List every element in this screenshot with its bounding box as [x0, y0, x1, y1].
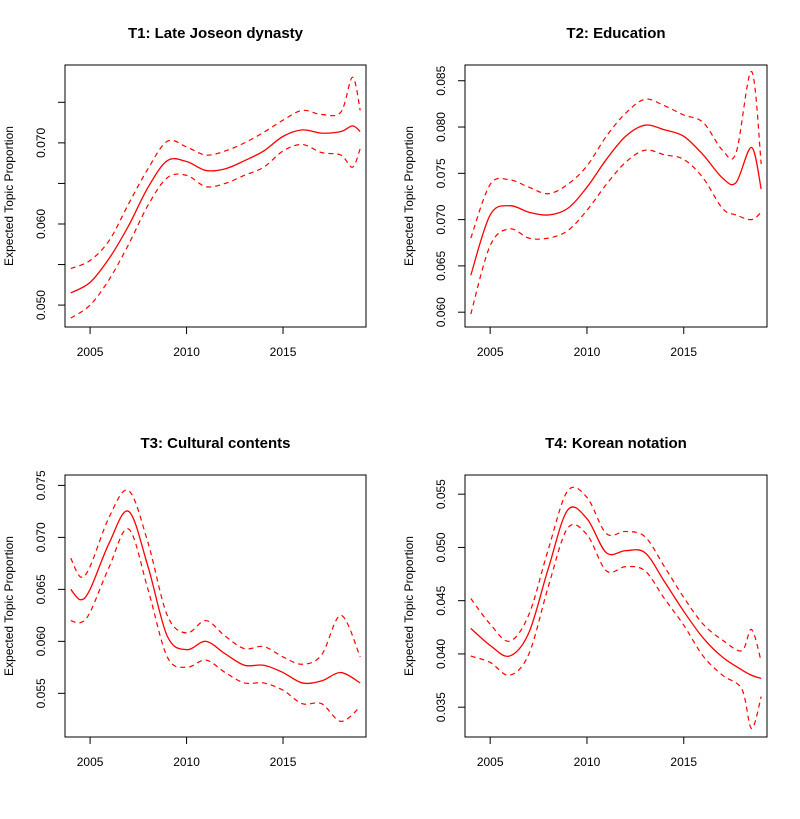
panel-2-y-tick-label: 0.080	[434, 112, 448, 142]
panel-1-x-tick-label: 2015	[270, 345, 297, 359]
panel-2-lower-ci-line	[470, 149, 762, 315]
panel-1-x-tick-label: 2005	[77, 345, 104, 359]
panel-1-y-tick-label: 0.060	[34, 209, 48, 239]
panel-1-title: T1: Late Joseon dynasty	[128, 25, 304, 42]
panel-2-upper-ci-line	[470, 70, 762, 239]
panel-3-x-tick-label: 2010	[173, 755, 200, 769]
panel-4-y-tick-label: 0.035	[434, 692, 448, 722]
panel-3-mean-line	[70, 510, 361, 685]
panel-1-y-tick-label: 0.050	[34, 290, 48, 320]
panel-4-y-tick-label: 0.045	[434, 585, 448, 615]
panel-2-y-tick-label: 0.070	[434, 204, 448, 234]
panel-2-y-tick-label: 0.065	[434, 251, 448, 281]
panel-3-y-tick-label: 0.070	[34, 522, 48, 552]
panel-4-title: T4: Korean notation	[545, 435, 687, 452]
panel-1-upper-ci-line	[70, 76, 361, 270]
panel-3-y-tick-label: 0.065	[34, 574, 48, 604]
panel-3-title: T3: Cultural contents	[140, 435, 290, 452]
panel-2-y-axis-label: Expected Topic Proportion	[402, 126, 416, 266]
panel-1-y-tick-label: 0.070	[34, 128, 48, 158]
panel-1-mean-line	[70, 125, 361, 294]
panel-2-plot-frame	[464, 64, 768, 328]
panel-2-mean-line	[470, 124, 762, 276]
panel-4-y-tick-label: 0.050	[434, 532, 448, 562]
panel-4-plot-frame	[464, 474, 768, 738]
panel-1-y-axis-label: Expected Topic Proportion	[2, 126, 16, 266]
panel-2-title: T2: Education	[566, 25, 665, 42]
panel-4-x-tick-label: 2015	[670, 755, 697, 769]
panel-4-lower-ci-line	[470, 523, 762, 730]
panel-2-x-tick-label: 2005	[477, 345, 504, 359]
panel-3-lower-ci-line	[70, 528, 361, 722]
panel-2-x-tick-label: 2010	[574, 345, 601, 359]
panel-4-y-tick-label: 0.055	[434, 479, 448, 509]
panel-2-y-tick-label: 0.085	[434, 65, 448, 95]
panel-3-y-tick-label: 0.075	[34, 470, 48, 500]
panel-3-y-tick-label: 0.060	[34, 626, 48, 656]
panel-2-y-tick-label: 0.060	[434, 297, 448, 327]
panel-3-upper-ci-line	[70, 489, 361, 665]
panel-3-y-tick-label: 0.055	[34, 678, 48, 708]
panel-4-y-tick-label: 0.040	[434, 639, 448, 669]
panel-3-x-tick-label: 2005	[77, 755, 104, 769]
panel-1-x-tick-label: 2010	[173, 345, 200, 359]
panel-3-y-axis-label: Expected Topic Proportion	[2, 536, 16, 676]
panel-4-y-axis-label: Expected Topic Proportion	[402, 536, 416, 676]
panel-4-x-tick-label: 2005	[477, 755, 504, 769]
panel-4-mean-line	[470, 506, 762, 680]
panel-1-plot-frame	[64, 64, 367, 328]
panel-4-x-tick-label: 2010	[574, 755, 601, 769]
panel-1-lower-ci-line	[70, 143, 361, 319]
panel-2-y-tick-label: 0.075	[434, 158, 448, 188]
panel-4-upper-ci-line	[470, 486, 762, 662]
panel-3-x-tick-label: 2015	[270, 755, 297, 769]
panel-2-x-tick-label: 2015	[670, 345, 697, 359]
